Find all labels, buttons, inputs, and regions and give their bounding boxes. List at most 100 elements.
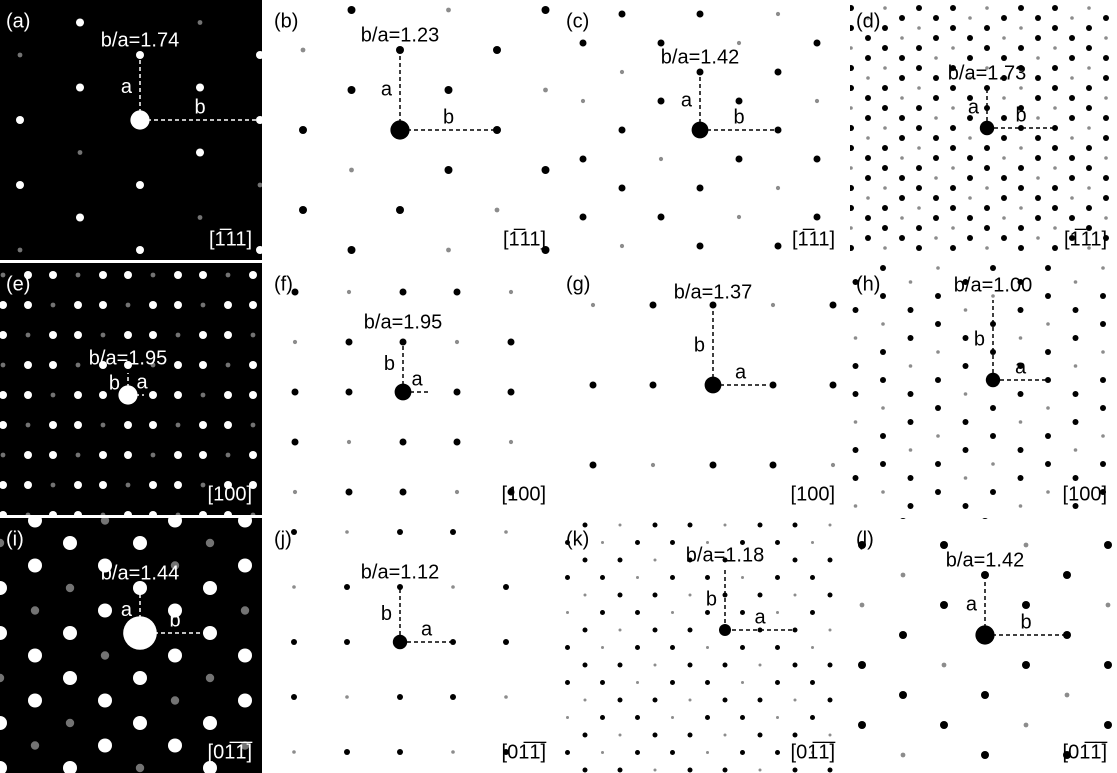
diffraction-spot bbox=[829, 524, 832, 527]
diffraction-spot bbox=[936, 434, 940, 438]
diffraction-spot bbox=[1002, 216, 1006, 220]
diffraction-spot bbox=[758, 698, 763, 703]
diffraction-spot bbox=[658, 214, 665, 221]
diffraction-spot bbox=[858, 721, 866, 729]
ratio-label: b/a=1.95 bbox=[89, 347, 167, 369]
diffraction-spot bbox=[619, 127, 626, 134]
diffraction-spot bbox=[1052, 85, 1058, 91]
diffraction-spot bbox=[967, 35, 973, 41]
diffraction-spot bbox=[1069, 95, 1075, 101]
diffraction-spot bbox=[1070, 16, 1074, 20]
diffraction-spot bbox=[814, 40, 821, 47]
diffraction-spot bbox=[174, 481, 182, 489]
diffraction-spot bbox=[224, 331, 232, 339]
panel: (d)b/a=1.73ab[1̅11] bbox=[848, 0, 1117, 260]
diffraction-spot bbox=[176, 333, 181, 338]
diffraction-spot bbox=[76, 84, 84, 92]
diffraction-spot bbox=[151, 453, 156, 458]
diffraction-spot bbox=[758, 523, 763, 528]
diffraction-spot bbox=[940, 721, 948, 729]
diffraction-spot bbox=[396, 206, 404, 214]
diffraction-spot bbox=[1046, 322, 1050, 326]
diffraction-spot bbox=[736, 98, 743, 105]
diffraction-spot bbox=[950, 85, 956, 91]
diffraction-spot bbox=[201, 393, 206, 398]
diffraction-spot bbox=[1103, 195, 1109, 201]
diffraction-spot bbox=[347, 290, 351, 294]
diffraction-spot bbox=[226, 273, 231, 278]
diffraction-spot bbox=[49, 451, 57, 459]
diffraction-spot bbox=[845, 610, 850, 615]
diffraction-spot bbox=[24, 451, 32, 459]
diffraction-spot bbox=[848, 245, 854, 251]
diffraction-spot bbox=[845, 540, 850, 545]
diffraction-spot bbox=[226, 453, 231, 458]
diffraction-spot bbox=[900, 156, 904, 160]
ratio-label: b/a=1.37 bbox=[674, 281, 752, 303]
diffraction-spot bbox=[1024, 723, 1029, 728]
diffraction-spot bbox=[740, 715, 745, 720]
diffraction-spot bbox=[671, 716, 674, 719]
diffraction-spot bbox=[99, 391, 107, 399]
diffraction-spot bbox=[565, 575, 570, 580]
diffraction-spot bbox=[900, 96, 904, 100]
diffraction-spot bbox=[174, 271, 182, 279]
diffraction-spot bbox=[775, 645, 780, 650]
diffraction-spot bbox=[936, 266, 940, 270]
diffraction-spot bbox=[963, 419, 969, 425]
diffraction-spot bbox=[1086, 25, 1092, 31]
diffraction-spot bbox=[619, 11, 626, 18]
diffraction-spot bbox=[618, 768, 623, 773]
diffraction-spot bbox=[853, 363, 859, 369]
diffraction-spot bbox=[1018, 245, 1024, 251]
diffraction-spot bbox=[736, 156, 743, 163]
diffraction-spot bbox=[705, 715, 710, 720]
ratio-label: b/a=1.18 bbox=[686, 544, 764, 566]
diffraction-spot bbox=[1035, 155, 1041, 161]
panel: (e)b/a=1.95ba[100] bbox=[0, 263, 262, 519]
diffraction-spot bbox=[793, 768, 798, 773]
diffraction-spot bbox=[846, 576, 849, 579]
diffraction-spot bbox=[1104, 36, 1108, 40]
diffraction-spot bbox=[659, 157, 663, 161]
diffraction-spot bbox=[133, 536, 147, 550]
diffraction-spot bbox=[853, 475, 859, 481]
diffraction-spot bbox=[776, 611, 779, 614]
diffraction-spot bbox=[882, 165, 888, 171]
diffraction-spot bbox=[950, 245, 956, 251]
diffraction-spot bbox=[933, 75, 939, 81]
zone-axis: [01̅1̅] bbox=[502, 740, 547, 763]
diffraction-spot bbox=[990, 489, 996, 495]
diffraction-spot bbox=[810, 715, 815, 720]
diffraction-spot bbox=[344, 584, 350, 590]
diffraction-spot bbox=[1046, 406, 1050, 410]
diffraction-spot bbox=[149, 511, 157, 519]
diffraction-spot bbox=[78, 150, 83, 155]
diffraction-spot bbox=[618, 593, 623, 598]
diffraction-spot bbox=[882, 105, 888, 111]
diffraction-spot bbox=[1022, 661, 1030, 669]
diffraction-spot bbox=[1052, 245, 1058, 251]
diffraction-spot bbox=[899, 15, 905, 21]
diffraction-spot bbox=[76, 273, 81, 278]
diffraction-spot bbox=[940, 541, 948, 549]
diffraction-spot bbox=[346, 389, 353, 396]
diffraction-spot bbox=[397, 749, 403, 755]
diffraction-spot bbox=[199, 421, 207, 429]
diffraction-spot bbox=[951, 226, 955, 230]
diffraction-spot bbox=[509, 290, 513, 294]
panel-bg bbox=[268, 518, 556, 773]
diffraction-spot bbox=[848, 185, 854, 191]
diffraction-spot bbox=[934, 116, 938, 120]
diffraction-spot bbox=[224, 511, 232, 519]
diffraction-spot bbox=[292, 439, 299, 446]
diffraction-spot bbox=[98, 694, 112, 708]
diffraction-spot bbox=[1019, 336, 1023, 340]
diffraction-spot bbox=[916, 45, 922, 51]
diffraction-spot bbox=[963, 503, 969, 509]
diffraction-spot bbox=[1036, 176, 1040, 180]
diffraction-spot bbox=[1036, 116, 1040, 120]
diffraction-spot bbox=[301, 48, 306, 53]
diffraction-spot bbox=[723, 663, 728, 668]
diffraction-spot bbox=[74, 421, 82, 429]
